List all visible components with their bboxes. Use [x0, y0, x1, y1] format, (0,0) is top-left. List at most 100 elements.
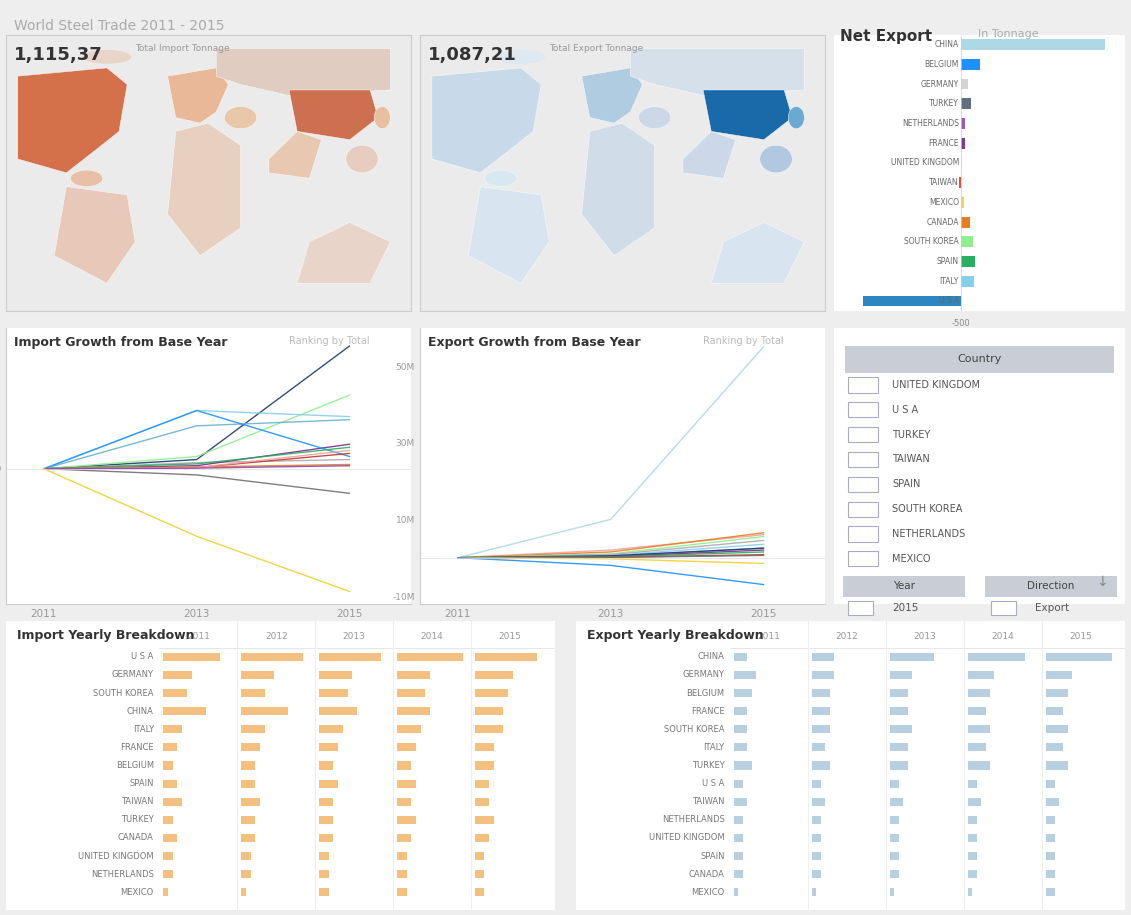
Text: CHINA: CHINA [127, 706, 154, 716]
Bar [734, 798, 748, 806]
Bar [241, 689, 265, 697]
Bar [890, 671, 912, 679]
Bar [961, 138, 965, 148]
Text: Ranking by Total: Ranking by Total [703, 336, 784, 346]
Ellipse shape [788, 106, 804, 129]
Bar [397, 707, 430, 716]
Text: GERMANY: GERMANY [921, 80, 959, 89]
Text: TAIWAN: TAIWAN [892, 455, 930, 464]
Bar [241, 726, 265, 733]
Bar [968, 652, 1026, 661]
Ellipse shape [638, 106, 671, 129]
Bar [1046, 689, 1068, 697]
Bar [812, 761, 830, 770]
Bar [890, 798, 904, 806]
Bar [863, 296, 961, 307]
Text: NETHERLANDS: NETHERLANDS [662, 815, 725, 824]
Text: TURKEY: TURKEY [892, 429, 931, 439]
Bar [812, 707, 830, 716]
Bar [968, 888, 973, 897]
Bar [241, 671, 275, 679]
Text: UNITED KINGDOM: UNITED KINGDOM [891, 158, 959, 167]
Bar [1046, 652, 1112, 661]
Polygon shape [581, 68, 642, 124]
Bar [163, 761, 173, 770]
Bar [812, 888, 817, 897]
Text: ITALY: ITALY [132, 725, 154, 734]
Text: FRANCE: FRANCE [929, 139, 959, 147]
Bar [1046, 798, 1059, 806]
Bar [319, 852, 329, 860]
Bar [241, 798, 260, 806]
Bar [961, 59, 979, 70]
Bar [319, 761, 334, 770]
Bar [890, 652, 934, 661]
Bar [734, 689, 752, 697]
Bar [1046, 671, 1072, 679]
Bar [1046, 888, 1054, 897]
Text: 2012: 2012 [265, 632, 287, 641]
Bar [890, 743, 907, 751]
Bar [163, 852, 173, 860]
Ellipse shape [760, 145, 792, 173]
Ellipse shape [497, 50, 545, 64]
Text: 2011: 2011 [187, 632, 209, 641]
Bar [968, 726, 990, 733]
Text: Direction: Direction [1027, 581, 1074, 591]
Text: TURKEY: TURKEY [692, 761, 725, 770]
FancyBboxPatch shape [848, 403, 878, 417]
Bar [734, 780, 743, 788]
Text: SPAIN: SPAIN [700, 852, 725, 861]
Bar [475, 743, 494, 751]
Bar [1046, 852, 1054, 860]
Text: Export Yearly Breakdown: Export Yearly Breakdown [587, 630, 765, 642]
Text: 2013: 2013 [343, 632, 365, 641]
Bar [319, 798, 334, 806]
Text: TAIWAN: TAIWAN [121, 797, 154, 806]
Bar [163, 816, 173, 824]
Bar [163, 834, 178, 842]
Bar [961, 98, 972, 109]
Bar [961, 118, 965, 129]
FancyBboxPatch shape [848, 621, 873, 636]
Bar [961, 217, 970, 228]
Bar [734, 888, 739, 897]
Polygon shape [216, 48, 390, 95]
Bar [961, 236, 974, 247]
Text: CHINA: CHINA [698, 652, 725, 662]
Text: U S A: U S A [892, 404, 918, 414]
FancyBboxPatch shape [848, 452, 878, 467]
Bar [475, 870, 484, 878]
Bar [163, 671, 191, 679]
Text: 2015: 2015 [1070, 632, 1093, 641]
Text: TURKEY: TURKEY [930, 100, 959, 108]
Polygon shape [711, 222, 804, 284]
Text: BELGIUM: BELGIUM [115, 761, 154, 770]
Bar [397, 780, 416, 788]
Bar [319, 743, 338, 751]
FancyBboxPatch shape [848, 377, 878, 393]
Text: Country: Country [958, 354, 1002, 364]
Ellipse shape [346, 145, 378, 173]
Bar [812, 834, 821, 842]
Text: TURKEY: TURKEY [121, 815, 154, 824]
Bar [241, 852, 251, 860]
Bar [241, 834, 256, 842]
Bar [163, 798, 182, 806]
Bar [734, 816, 743, 824]
Bar [397, 888, 406, 897]
Text: 1,115,37: 1,115,37 [14, 46, 103, 64]
Bar [890, 870, 899, 878]
Bar [475, 888, 484, 897]
Text: Import Growth from Base Year: Import Growth from Base Year [14, 336, 227, 349]
Text: UNITED KINGDOM: UNITED KINGDOM [892, 380, 981, 390]
Text: ↓: ↓ [1096, 575, 1108, 588]
Text: Total Export Tonnage: Total Export Tonnage [550, 45, 644, 53]
Bar [1046, 761, 1068, 770]
Bar [241, 780, 256, 788]
Bar [475, 689, 508, 697]
Text: SOUTH KOREA: SOUTH KOREA [905, 237, 959, 246]
Bar [397, 870, 406, 878]
Bar [475, 852, 484, 860]
Bar [961, 39, 1105, 50]
